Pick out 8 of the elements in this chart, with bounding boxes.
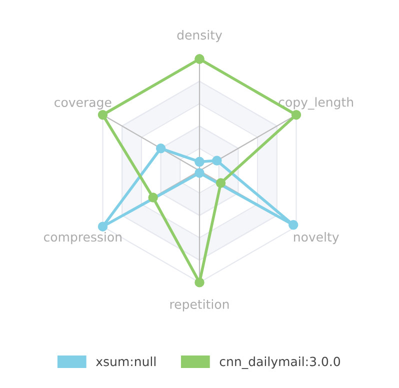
spoke-label: copy_length: [278, 97, 354, 110]
legend-label: xsum:null: [96, 356, 156, 366]
spoke-label: compression: [44, 232, 122, 244]
spoke-label: coverage: [54, 100, 112, 110]
spoke-label: novelty: [294, 232, 339, 244]
spoke-label: repetition: [170, 299, 229, 312]
legend-label: cnn_dailymail:3.0.0: [220, 356, 340, 369]
spoke-label: density: [177, 30, 222, 42]
